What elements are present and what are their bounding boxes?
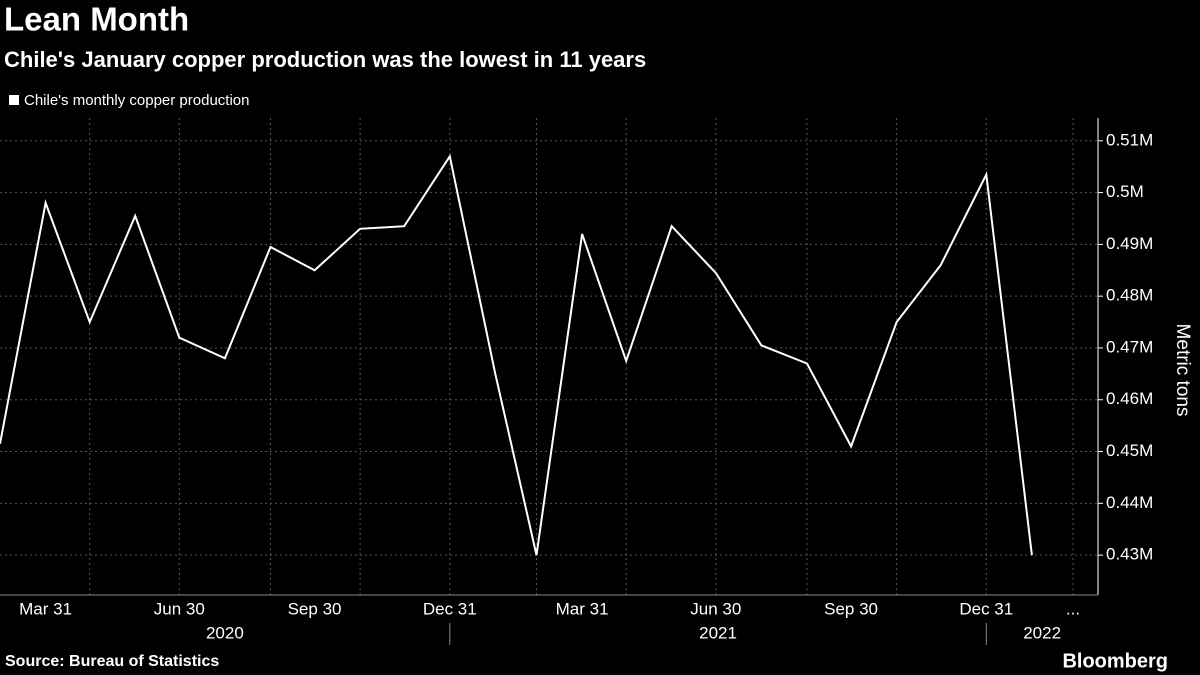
x-group-label: 2022	[1023, 623, 1061, 642]
x-tick-label: Mar 31	[556, 599, 609, 618]
legend-label: Chile's monthly copper production	[24, 92, 249, 109]
line	[0, 153, 1033, 556]
source: Source: Bureau of Statistics	[5, 653, 219, 670]
x-tick-label: Mar 31	[19, 599, 72, 618]
brand: Bloomberg	[1062, 650, 1168, 672]
y-tick-label: 0.48M	[1106, 286, 1153, 305]
x-tick-label: Sep 30	[824, 599, 878, 618]
y-tick-label: 0.43M	[1106, 545, 1153, 564]
legend-swatch	[9, 95, 19, 105]
x-tick-label: Jun 30	[154, 599, 205, 618]
y-tick-label: 0.49M	[1106, 234, 1153, 253]
y-tick-label: 0.47M	[1106, 337, 1153, 356]
x-group-label: 2020	[206, 623, 244, 642]
y-tick-label: 0.44M	[1106, 493, 1153, 512]
x-group-label: 2021	[699, 623, 737, 642]
y-tick-label: 0.46M	[1106, 389, 1153, 408]
x-tick-label: Dec 31	[423, 599, 477, 618]
x-tick-label: Jun 30	[690, 599, 741, 618]
x-tick-label: Dec 31	[959, 599, 1013, 618]
x-tick-label: Sep 30	[288, 599, 342, 618]
x-tick-label: ...	[1066, 599, 1080, 618]
chart-title: Lean Month	[4, 1, 189, 38]
chart-subtitle: Chile's January copper production was th…	[4, 47, 646, 72]
y-tick-label: 0.51M	[1106, 130, 1153, 149]
y-tick-label: 0.5M	[1106, 182, 1144, 201]
y-tick-label: 0.45M	[1106, 441, 1153, 460]
y-axis-label: Metric tons	[1172, 324, 1193, 417]
